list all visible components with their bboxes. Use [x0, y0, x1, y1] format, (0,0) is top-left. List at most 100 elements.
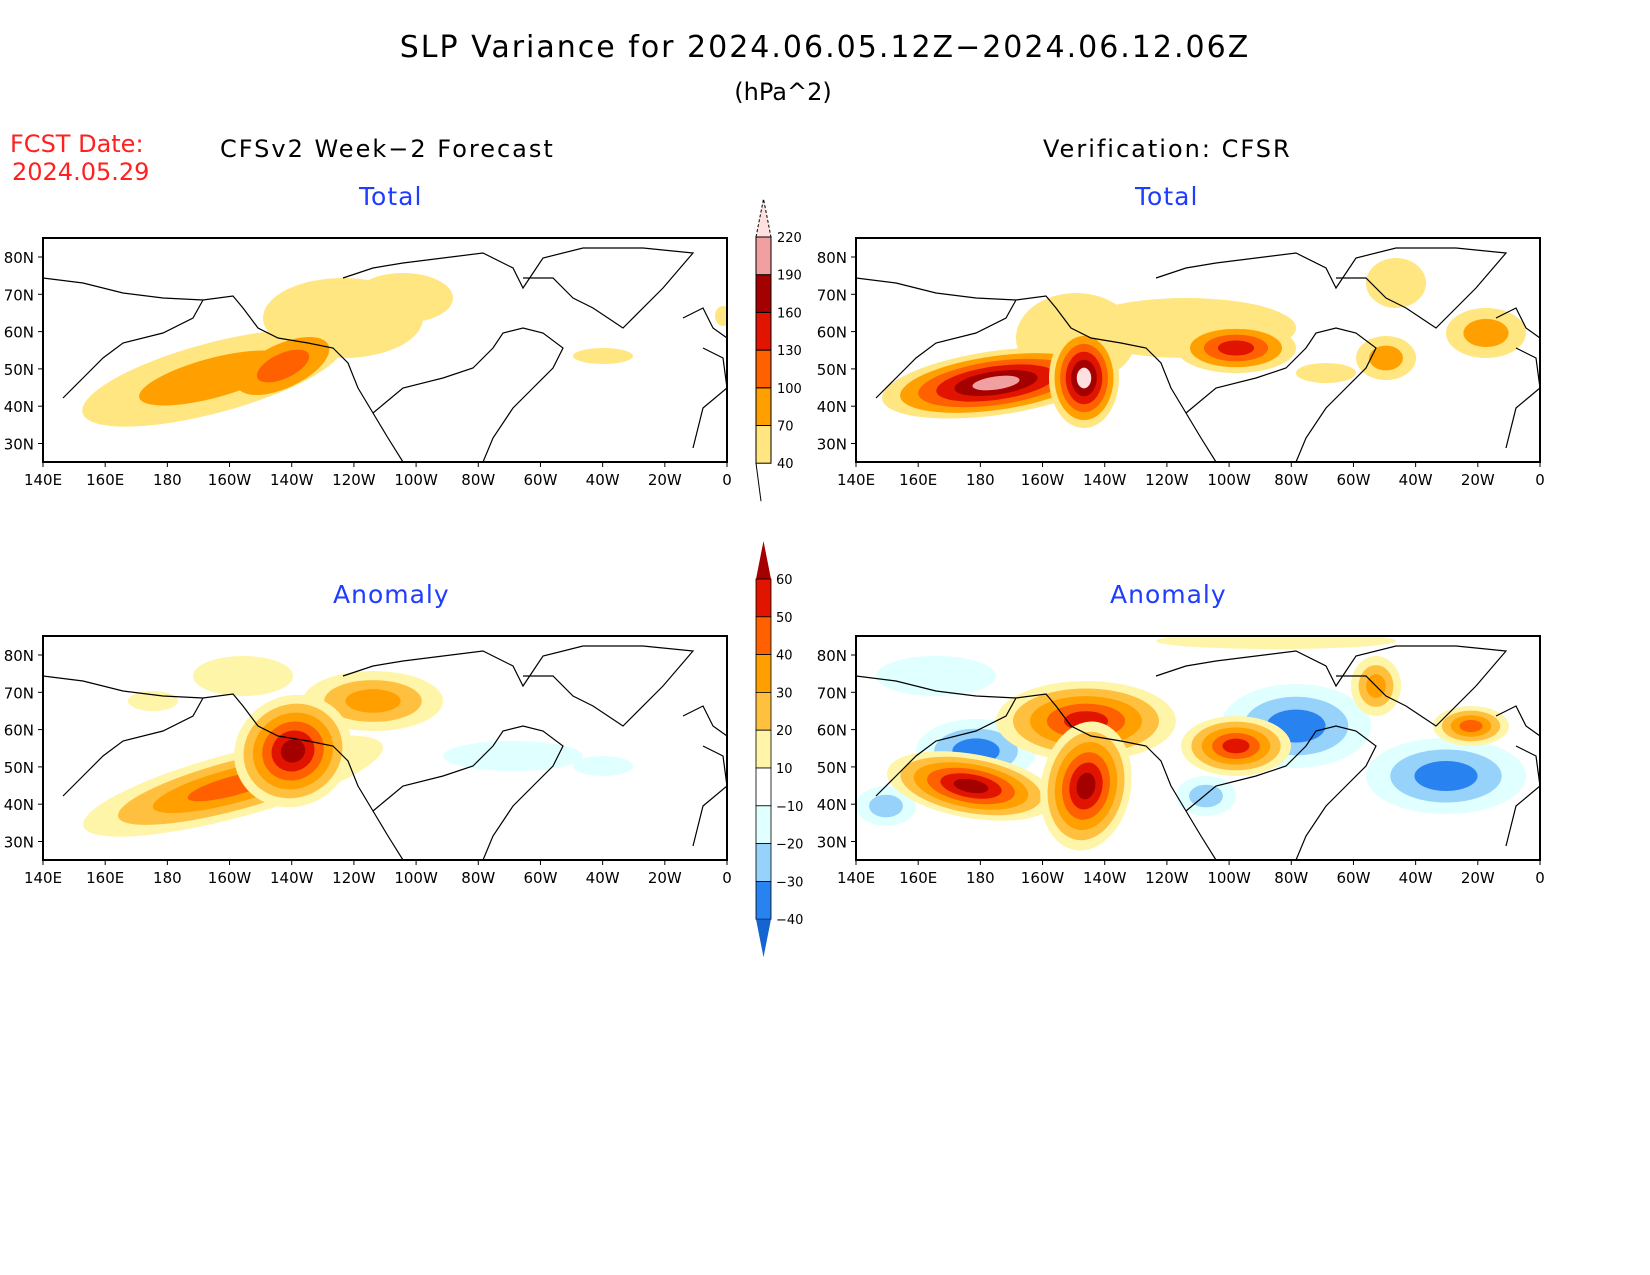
x-tick-label: 0	[1535, 471, 1545, 489]
contour-region	[876, 656, 996, 696]
x-tick-label: 80W	[461, 869, 495, 887]
colorbar-label: 220	[777, 231, 802, 246]
x-tick-label: 140W	[270, 869, 314, 887]
contour-region	[443, 741, 583, 771]
y-tick-label: 30N	[817, 834, 847, 852]
colorbar-label: 190	[777, 269, 802, 284]
colorbar-segment	[755, 616, 772, 655]
y-tick-label: 60N	[4, 722, 34, 740]
colorbar-label: 10	[776, 762, 793, 777]
contour-region	[972, 375, 1020, 391]
anomaly-forecast-map: 140E 160E 180 160W 140W 120W 100W 80W 60W 40W 20W 0…	[4, 635, 732, 887]
colorbar-label: 60	[776, 573, 793, 588]
x-tick-label: 0	[722, 471, 732, 489]
x-tick-label: 60W	[1336, 869, 1370, 887]
contour-fill	[856, 636, 1540, 860]
forecast-column-title: CFSv2 Week−2 Forecast	[220, 135, 555, 163]
contour-region	[1463, 318, 1509, 348]
colorbar-segment	[755, 881, 772, 920]
contour-region	[1076, 367, 1092, 389]
colorbar-segment	[755, 578, 772, 618]
map-frame	[855, 237, 1541, 463]
colorbar-label: −40	[776, 913, 803, 928]
x-tick-label: 160E	[899, 869, 937, 887]
x-tick-label: 40W	[586, 471, 620, 489]
colorbar-segment	[755, 425, 772, 464]
x-tick-label: 120W	[332, 869, 376, 887]
x-tick-label: 100W	[394, 869, 438, 887]
x-tick-label: 120W	[1145, 869, 1189, 887]
y-tick-label: 50N	[817, 759, 847, 777]
fcst-date-value: 2024.05.29	[12, 158, 150, 186]
colorbar-segment	[755, 805, 772, 844]
panel-title-total-forecast: Total	[359, 182, 423, 211]
x-tick-label: 140E	[24, 869, 62, 887]
colorbar-segment	[755, 349, 772, 389]
contour-region	[573, 348, 633, 364]
colorbar-label: 20	[776, 724, 793, 739]
coastline	[43, 247, 727, 462]
x-tick-label: 60W	[523, 471, 557, 489]
coastline	[856, 645, 1540, 860]
map-frame	[855, 635, 1541, 861]
y-tick-label: 30N	[4, 834, 34, 852]
colorbar-label: 100	[777, 382, 802, 397]
y-tick-label: 40N	[4, 398, 34, 416]
x-tick-label: 120W	[1145, 471, 1189, 489]
y-tick-label: 30N	[4, 436, 34, 454]
x-tick-label: 100W	[394, 471, 438, 489]
colorbar-label: 40	[776, 649, 793, 664]
y-tick-label: 50N	[817, 361, 847, 379]
contour-region	[1076, 772, 1096, 800]
contour-region	[1414, 761, 1478, 791]
y-tick-label: 30N	[817, 436, 847, 454]
y-tick-label: 80N	[4, 647, 34, 665]
contour-region	[953, 778, 989, 794]
x-tick-label: 140E	[837, 471, 875, 489]
total-verification-map: 140E 160E 180 160W 140W 120W 100W 80W 60W 40W 20W 0…	[817, 237, 1545, 489]
colorbar-label: 160	[777, 306, 802, 321]
colorbar-extend-top	[756, 541, 771, 579]
x-tick-label: 160W	[1021, 471, 1065, 489]
y-tick-label: 60N	[817, 324, 847, 342]
colorbar-segment	[755, 387, 772, 426]
x-tick-label: 80W	[1274, 869, 1308, 887]
x-tick-label: 160E	[86, 869, 124, 887]
contour-region	[1156, 636, 1396, 649]
y-tick-label: 70N	[4, 684, 34, 702]
y-tick-label: 50N	[4, 361, 34, 379]
contour-region	[1459, 719, 1483, 733]
x-tick-label: 140W	[1083, 869, 1127, 887]
colorbar-label: 130	[777, 344, 802, 359]
colorbar-segment	[755, 843, 772, 882]
x-tick-label: 160E	[86, 471, 124, 489]
x-tick-label: 160W	[1021, 869, 1065, 887]
x-tick-label: 140W	[270, 471, 314, 489]
x-tick-label: 160E	[899, 471, 937, 489]
colorbar-label: −30	[776, 875, 803, 890]
total-forecast-map: 140E 160E 180 160W 140W 120W 100W 80W 60W 40W 20W 0…	[4, 237, 732, 489]
fcst-date-label: FCST Date:	[10, 130, 144, 158]
contour-region	[345, 689, 401, 713]
contour-region	[1296, 363, 1356, 383]
y-tick-label: 80N	[817, 249, 847, 267]
verification-column-title: Verification: CFSR	[1043, 135, 1292, 163]
total-colorbar: 40 70 100 130 160 190 220	[755, 198, 802, 502]
y-tick-label: 50N	[4, 759, 34, 777]
contour-fill	[856, 247, 1540, 462]
contour-region	[715, 306, 727, 326]
y-tick-label: 40N	[4, 796, 34, 814]
x-tick-label: 20W	[1461, 471, 1495, 489]
y-tick-label: 60N	[4, 324, 34, 342]
contour-region	[128, 691, 178, 711]
coastline	[43, 645, 727, 860]
x-tick-label: 40W	[1399, 471, 1433, 489]
y-tick-label: 40N	[817, 796, 847, 814]
x-tick-label: 60W	[1336, 471, 1370, 489]
x-tick-label: 180	[966, 869, 995, 887]
x-tick-label: 40W	[586, 869, 620, 887]
colorbar-label: 50	[776, 611, 793, 626]
x-tick-label: 20W	[1461, 869, 1495, 887]
x-tick-label: 160W	[208, 471, 252, 489]
